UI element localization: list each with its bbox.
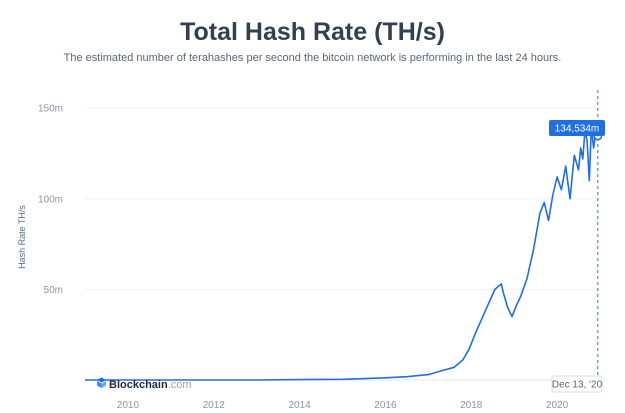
blockchain-logo-icon	[97, 377, 106, 388]
brand-name: Blockchain	[109, 379, 168, 391]
y-axis-ticks: 50m 100m 150m	[38, 104, 63, 296]
x-axis-ticks: 2010 2012 2014 2016 2018 2020	[117, 400, 569, 411]
x-tick-label: 2020	[546, 400, 569, 411]
value-tooltip: 134,534m	[549, 120, 605, 136]
value-tooltip-box	[549, 120, 605, 136]
y-tick-label: 50m	[44, 285, 63, 296]
y-tick-label: 100m	[38, 194, 63, 205]
y-axis-label: Hash Rate TH/s	[17, 205, 27, 269]
x-tick-label: 2014	[288, 400, 311, 411]
y-tick-label: 150m	[38, 104, 63, 115]
x-tick-label: 2012	[203, 400, 226, 411]
brand-suffix: .com	[168, 379, 192, 391]
x-tick-label: 2018	[460, 400, 483, 411]
chart-title: Total Hash Rate (TH/s)	[180, 18, 445, 46]
date-tooltip: Dec 13, '20	[551, 375, 603, 393]
date-tooltip-text: Dec 13, '20	[552, 380, 603, 391]
x-tick-label: 2016	[374, 400, 397, 411]
chart-subtitle: The estimated number of terahashes per s…	[63, 52, 562, 64]
x-tick-label: 2010	[117, 400, 140, 411]
hash-rate-series-line[interactable]	[85, 125, 599, 381]
brand-watermark: Blockchain.com	[97, 377, 192, 391]
date-tooltip-box	[551, 375, 603, 393]
grid-lines	[85, 107, 600, 290]
svg-text:Blockchain.com: Blockchain.com	[109, 379, 192, 391]
value-tooltip-text: 134,534m	[555, 124, 599, 135]
